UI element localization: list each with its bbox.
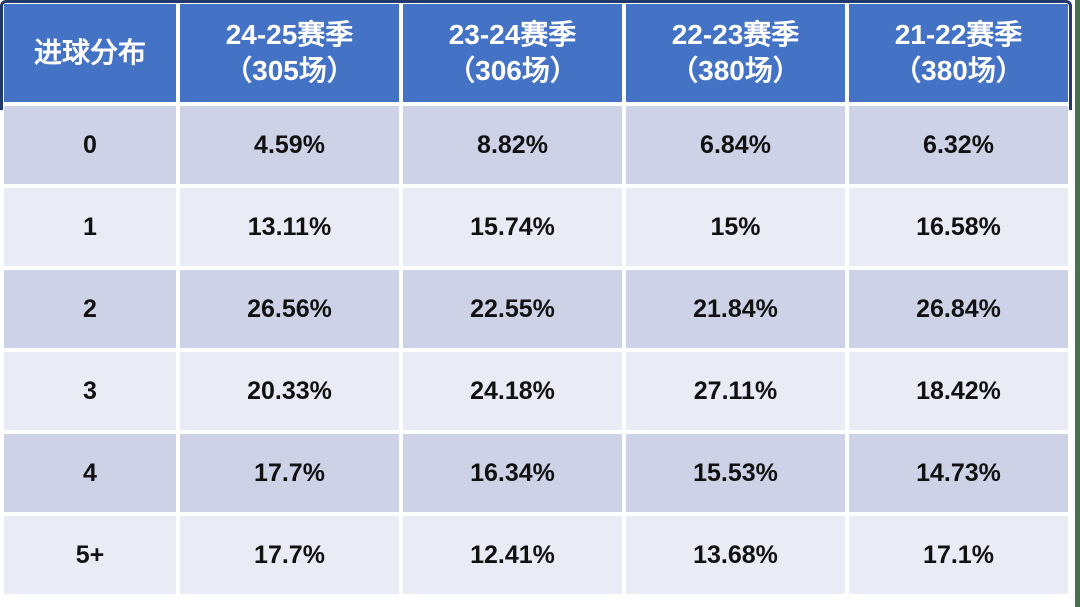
matches-label: （380场） [670,55,801,86]
header-cell-season-23-24: 23-24赛季 （306场） [403,4,622,102]
value-cell: 24.18% [403,352,622,430]
season-label: 21-22赛季 [894,18,1023,50]
table-row-goals-5plus: 5+ 17.7% 12.41% 13.68% 17.1% [4,516,1068,594]
row-label: 2 [4,270,176,348]
row-label: 5+ [4,516,176,594]
table-header: 进球分布 24-25赛季 （305场） 23-24赛季 （306场） 22-23… [4,4,1068,102]
row-label: 0 [4,106,176,184]
season-label: 22-23赛季 [671,18,800,50]
value-cell: 22.55% [403,270,622,348]
value-cell: 15.74% [403,188,622,266]
value-cell: 15.53% [626,434,845,512]
matches-label: （305场） [224,55,355,86]
value-cell: 17.7% [180,434,399,512]
value-cell: 16.58% [849,188,1068,266]
table-row-goals-4: 4 17.7% 16.34% 15.53% 14.73% [4,434,1068,512]
value-cell: 17.7% [180,516,399,594]
value-cell: 8.82% [403,106,622,184]
table-row-goals-0: 0 4.59% 8.82% 6.84% 6.32% [4,106,1068,184]
table-body: 0 4.59% 8.82% 6.84% 6.32% 1 13.11% 15.74… [4,106,1068,594]
header-cell-goal-distribution: 进球分布 [4,4,176,102]
row-label: 4 [4,434,176,512]
season-label: 24-25赛季 [225,18,354,50]
header-cell-season-22-23: 22-23赛季 （380场） [626,4,845,102]
value-cell: 16.34% [403,434,622,512]
value-cell: 27.11% [626,352,845,430]
value-cell: 21.84% [626,270,845,348]
value-cell: 26.84% [849,270,1068,348]
goal-distribution-table: 进球分布 24-25赛季 （305场） 23-24赛季 （306场） 22-23… [4,4,1068,594]
value-cell: 14.73% [849,434,1068,512]
header-cell-season-24-25: 24-25赛季 （305场） [180,4,399,102]
value-cell: 12.41% [403,516,622,594]
value-cell: 13.68% [626,516,845,594]
header-cell-season-21-22: 21-22赛季 （380场） [849,4,1068,102]
table-row-goals-3: 3 20.33% 24.18% 27.11% 18.42% [4,352,1068,430]
value-cell: 13.11% [180,188,399,266]
table-row-goals-1: 1 13.11% 15.74% 15% 16.58% [4,188,1068,266]
value-cell: 26.56% [180,270,399,348]
season-label: 23-24赛季 [448,18,577,50]
row-label: 3 [4,352,176,430]
value-cell: 17.1% [849,516,1068,594]
value-cell: 20.33% [180,352,399,430]
page-edge-strip [1075,0,1080,607]
value-cell: 6.84% [626,106,845,184]
value-cell: 4.59% [180,106,399,184]
value-cell: 15% [626,188,845,266]
value-cell: 6.32% [849,106,1068,184]
matches-label: （306场） [447,55,578,86]
matches-label: （380场） [893,55,1024,86]
value-cell: 18.42% [849,352,1068,430]
row-label: 1 [4,188,176,266]
table-row-goals-2: 2 26.56% 22.55% 21.84% 26.84% [4,270,1068,348]
header-row: 进球分布 24-25赛季 （305场） 23-24赛季 （306场） 22-23… [4,4,1068,102]
